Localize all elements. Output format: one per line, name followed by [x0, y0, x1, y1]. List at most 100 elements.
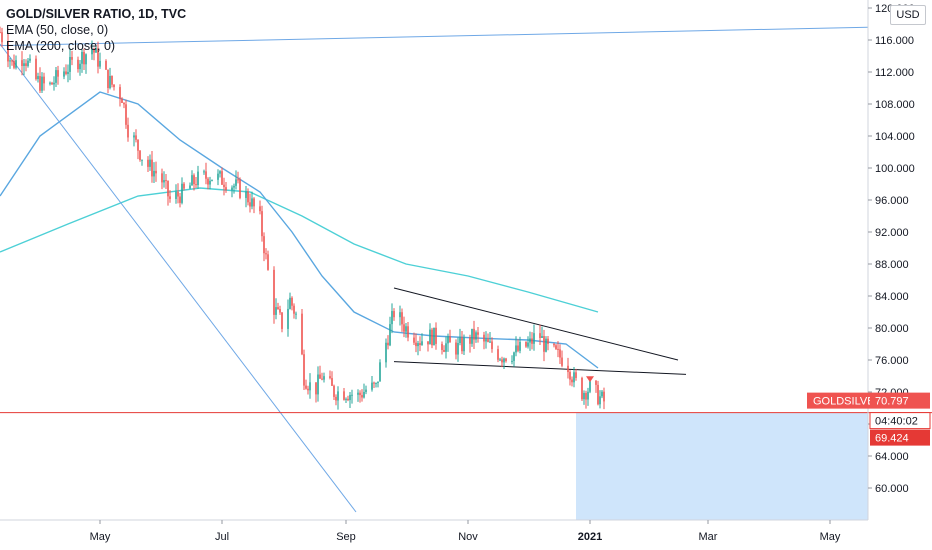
candle[interactable]: [403, 324, 405, 332]
candle[interactable]: [1, 32, 3, 43]
candle[interactable]: [93, 48, 95, 53]
candle[interactable]: [289, 297, 291, 309]
candle[interactable]: [43, 76, 45, 84]
candle[interactable]: [583, 392, 585, 400]
legend-ema50[interactable]: EMA (50, close, 0): [6, 23, 109, 37]
candle[interactable]: [545, 338, 547, 352]
candle[interactable]: [487, 339, 489, 342]
candle[interactable]: [15, 60, 17, 68]
candle[interactable]: [319, 374, 321, 379]
candle[interactable]: [599, 396, 601, 405]
candle[interactable]: [239, 179, 241, 198]
candle[interactable]: [49, 82, 51, 84]
candle[interactable]: [113, 84, 115, 88]
candle[interactable]: [555, 345, 557, 349]
candle[interactable]: [279, 309, 281, 313]
candle[interactable]: [513, 352, 515, 361]
candle[interactable]: [357, 392, 359, 395]
candle[interactable]: [569, 372, 571, 380]
candle[interactable]: [277, 307, 279, 310]
candle[interactable]: [195, 184, 197, 186]
candle[interactable]: [231, 187, 233, 191]
candle[interactable]: [287, 308, 289, 329]
candle[interactable]: [119, 87, 121, 99]
candle[interactable]: [207, 178, 209, 185]
candle[interactable]: [557, 348, 559, 350]
candle[interactable]: [265, 253, 267, 255]
candle[interactable]: [169, 196, 171, 199]
candle[interactable]: [79, 63, 81, 70]
triangle-lower-line[interactable]: [393, 361, 687, 375]
candle[interactable]: [505, 358, 507, 362]
candle[interactable]: [121, 98, 123, 103]
candle[interactable]: [317, 374, 319, 395]
candle[interactable]: [83, 52, 85, 65]
candle[interactable]: [427, 341, 429, 345]
candle[interactable]: [175, 191, 177, 199]
candle[interactable]: [375, 383, 377, 385]
candle[interactable]: [459, 337, 461, 344]
candle[interactable]: [163, 180, 165, 183]
candle[interactable]: [393, 311, 395, 318]
candle[interactable]: [211, 179, 213, 181]
upper-trendline[interactable]: [0, 26, 868, 47]
candle[interactable]: [449, 336, 451, 343]
candle[interactable]: [253, 198, 255, 207]
candle[interactable]: [247, 191, 249, 203]
candle[interactable]: [351, 394, 353, 396]
candle[interactable]: [309, 382, 311, 391]
candle[interactable]: [329, 376, 331, 379]
candle[interactable]: [373, 382, 375, 384]
candle[interactable]: [259, 206, 261, 212]
candle[interactable]: [167, 180, 169, 197]
candle[interactable]: [21, 60, 23, 66]
candle[interactable]: [527, 342, 529, 347]
candle[interactable]: [39, 76, 41, 91]
candle[interactable]: [571, 379, 573, 383]
legend-ema200[interactable]: EMA (200, close, 0): [6, 39, 116, 53]
candle[interactable]: [249, 202, 251, 207]
candle[interactable]: [417, 343, 419, 347]
candle[interactable]: [7, 42, 9, 62]
candle[interactable]: [315, 382, 317, 395]
candle[interactable]: [419, 343, 421, 345]
countdown-tag[interactable]: [869, 412, 931, 430]
candle[interactable]: [333, 385, 335, 397]
candle[interactable]: [99, 60, 101, 67]
candle[interactable]: [23, 63, 25, 66]
candle[interactable]: [511, 360, 513, 362]
candle[interactable]: [27, 60, 29, 66]
candle[interactable]: [81, 52, 83, 64]
candle[interactable]: [219, 171, 221, 174]
candle[interactable]: [443, 349, 445, 352]
descending-trendline[interactable]: [0, 43, 357, 513]
projection-box[interactable]: [576, 412, 868, 520]
candle[interactable]: [601, 391, 603, 397]
candle[interactable]: [347, 398, 349, 401]
candle[interactable]: [193, 175, 195, 185]
candle[interactable]: [415, 342, 417, 347]
candle[interactable]: [345, 398, 347, 400]
candle[interactable]: [431, 329, 433, 346]
candle[interactable]: [151, 159, 153, 177]
candle[interactable]: [149, 159, 151, 167]
candle[interactable]: [105, 60, 107, 70]
candle[interactable]: [463, 337, 465, 352]
candle[interactable]: [197, 171, 199, 186]
candle[interactable]: [475, 332, 477, 340]
candle[interactable]: [281, 312, 283, 329]
candle[interactable]: [91, 48, 93, 55]
candle[interactable]: [95, 48, 97, 53]
candle[interactable]: [471, 328, 473, 344]
candle[interactable]: [139, 150, 141, 161]
candle[interactable]: [413, 337, 415, 343]
candle[interactable]: [225, 187, 227, 191]
candle[interactable]: [37, 76, 39, 80]
candle[interactable]: [461, 337, 463, 352]
candle[interactable]: [401, 312, 403, 325]
candle[interactable]: [589, 380, 591, 392]
candle[interactable]: [301, 313, 303, 355]
candle[interactable]: [597, 384, 599, 405]
candle[interactable]: [165, 180, 167, 182]
